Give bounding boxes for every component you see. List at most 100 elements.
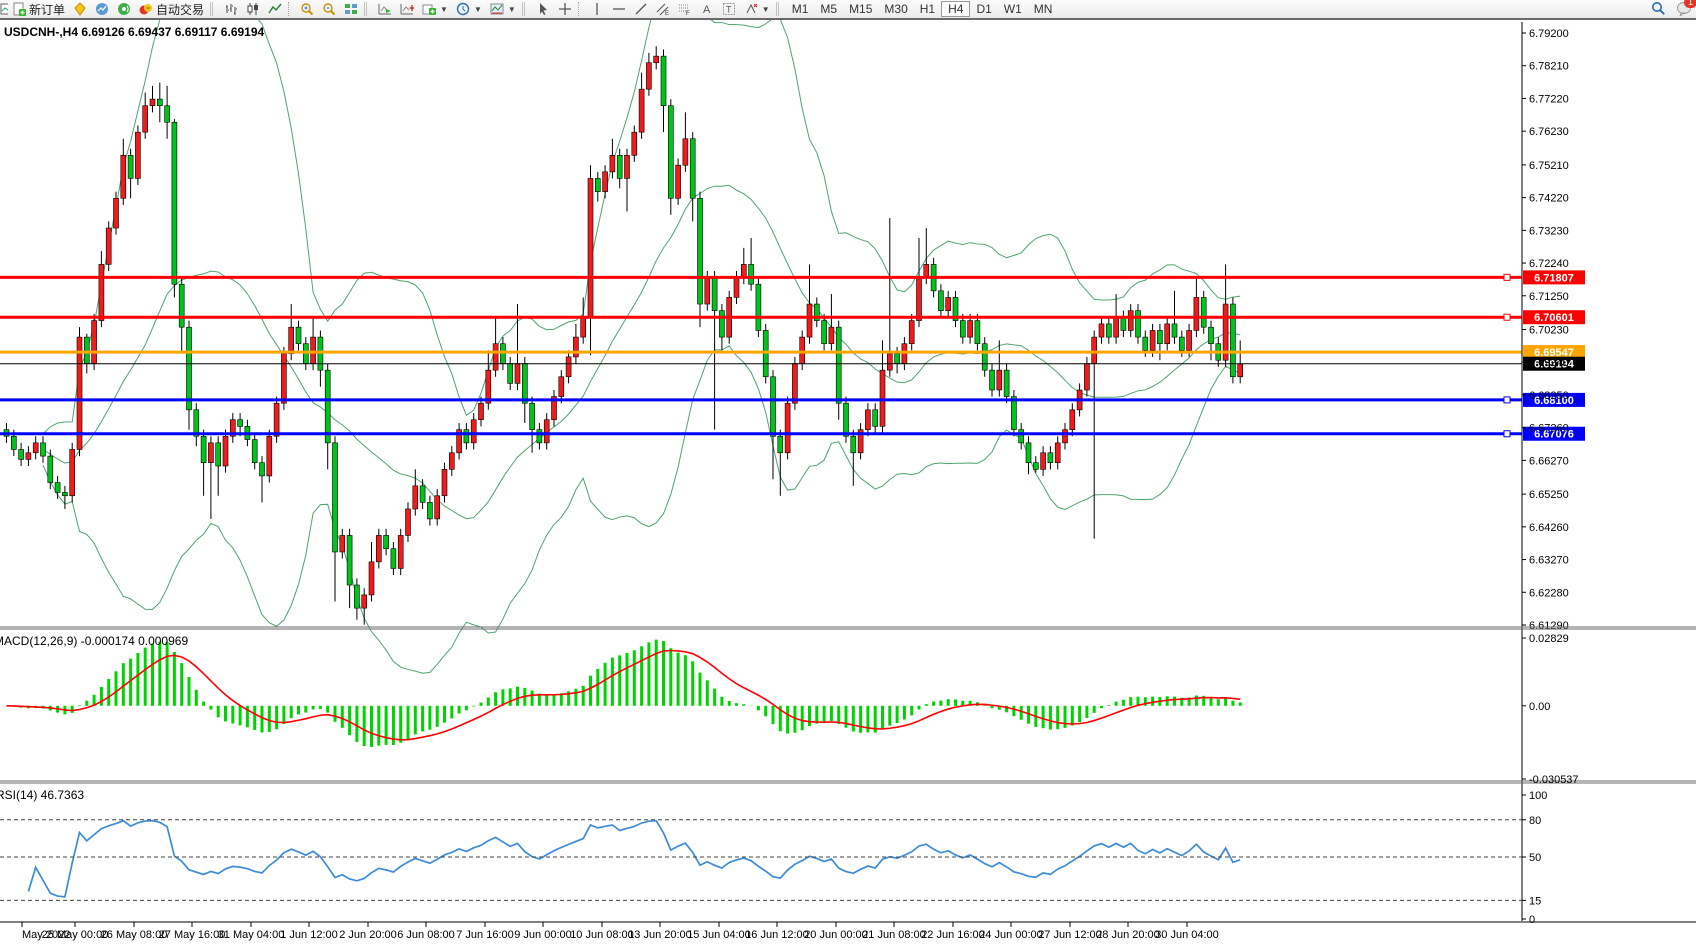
zoom-out-icon <box>322 2 336 16</box>
svg-text:6.73230: 6.73230 <box>1529 225 1569 237</box>
dropdown-caret-icon: ▼ <box>507 4 516 14</box>
bar-chart-button[interactable] <box>220 1 242 17</box>
svg-text:0: 0 <box>1529 914 1535 926</box>
line-handle[interactable] <box>1503 273 1511 281</box>
candlestick-button[interactable] <box>242 1 264 17</box>
svg-text:25 May 00:00: 25 May 00:00 <box>42 929 109 941</box>
trendline-tool-button[interactable] <box>630 1 652 17</box>
notification-badge: 1 <box>1684 0 1696 8</box>
notifications-icon[interactable]: 1 <box>1676 0 1696 18</box>
line-chart-button[interactable] <box>264 1 286 17</box>
tile-windows-icon <box>344 2 358 16</box>
equidistant-channel-tool-button[interactable]: E <box>652 1 674 17</box>
crosshair-tool-button[interactable] <box>554 1 576 17</box>
timeframe-m15[interactable]: M15 <box>849 2 873 16</box>
market-icon <box>73 2 87 16</box>
text-label-tool-button[interactable]: T <box>718 1 740 17</box>
new-order-button[interactable]: 新订单 <box>8 1 69 17</box>
new-order-icon <box>12 2 26 16</box>
community-button[interactable] <box>91 1 113 17</box>
svg-text:10 Jun 08:00: 10 Jun 08:00 <box>570 929 634 941</box>
timeframe-d1[interactable]: D1 <box>976 2 992 16</box>
text-tool-button[interactable]: A <box>696 1 718 17</box>
signals-icon <box>117 2 131 16</box>
market-button[interactable] <box>69 1 91 17</box>
svg-text:6.70230: 6.70230 <box>1529 324 1569 336</box>
search-icon[interactable] <box>1651 1 1666 16</box>
timeframe-m30[interactable]: M30 <box>884 2 908 16</box>
auto-scroll-icon <box>378 2 392 16</box>
auto-scroll-button[interactable] <box>374 1 396 17</box>
timeframe-m5[interactable]: M5 <box>820 2 838 16</box>
zoom-out-button[interactable] <box>318 1 340 17</box>
bar-chart-icon <box>224 2 238 16</box>
line-handle[interactable] <box>1503 396 1511 404</box>
svg-text:6.69547: 6.69547 <box>1534 347 1574 359</box>
vertical-line-tool-button[interactable] <box>586 1 608 17</box>
indicators-button[interactable]: ▼ <box>418 1 452 17</box>
svg-text:30 Jun 04:00: 30 Jun 04:00 <box>1155 929 1219 941</box>
timeframe-h1[interactable]: H1 <box>919 2 936 16</box>
svg-text:6.65250: 6.65250 <box>1529 489 1569 501</box>
periods-button[interactable]: ▼ <box>452 1 486 17</box>
autotrading-button[interactable]: 自动交易 <box>135 1 208 17</box>
svg-text:9 Jun 00:00: 9 Jun 00:00 <box>514 929 572 941</box>
svg-text:6.68100: 6.68100 <box>1534 395 1574 407</box>
toolbar-separator <box>577 2 584 16</box>
svg-text:A: A <box>703 4 711 16</box>
toolbar-separator <box>521 2 530 16</box>
signals-button[interactable] <box>113 1 135 17</box>
svg-text:6.77220: 6.77220 <box>1529 93 1569 105</box>
svg-text:6.72240: 6.72240 <box>1529 258 1569 270</box>
svg-text:27 Jun 12:00: 27 Jun 12:00 <box>1038 929 1102 941</box>
svg-text:6.64260: 6.64260 <box>1529 522 1569 534</box>
price-axis: 6.79200 6.78210 6.77220 6.76230 6.75210 6.742… <box>1521 22 1569 921</box>
svg-text:-0.030537: -0.030537 <box>1529 774 1579 786</box>
svg-text:6.67076: 6.67076 <box>1534 429 1574 441</box>
svg-text:7 Jun 16:00: 7 Jun 16:00 <box>456 929 514 941</box>
main-toolbar: 新订单 自动交易 <box>0 0 1696 19</box>
trendline-icon <box>634 2 648 16</box>
vertical-line-icon <box>590 2 604 16</box>
candlestick-icon <box>246 2 260 16</box>
dropdown-caret-icon: ▼ <box>761 4 770 14</box>
svg-text:80: 80 <box>1529 815 1541 827</box>
arrows-tool-button[interactable]: ▼ <box>740 1 774 17</box>
timeframe-m1[interactable]: M1 <box>791 2 809 16</box>
autotrading-label: 自动交易 <box>156 2 205 17</box>
text-icon: A <box>700 2 714 16</box>
cursor-icon <box>536 2 550 16</box>
svg-text:6.71250: 6.71250 <box>1529 291 1569 303</box>
svg-text:6.71807: 6.71807 <box>1534 272 1574 284</box>
svg-text:26 May 08:00: 26 May 08:00 <box>101 929 168 941</box>
timeframe-h4[interactable]: H4 <box>941 1 971 17</box>
svg-text:6.76230: 6.76230 <box>1529 126 1569 138</box>
svg-text:24 Jun 00:00: 24 Jun 00:00 <box>979 929 1043 941</box>
horizontal-line-tool-button[interactable] <box>608 1 630 17</box>
svg-text:6.69240: 6.69240 <box>1529 357 1569 369</box>
svg-text:6.61290: 6.61290 <box>1529 620 1569 632</box>
timeframe-w1[interactable]: W1 <box>1003 2 1022 16</box>
fibonacci-tool-button[interactable]: F <box>674 1 696 17</box>
svg-text:6 Jun 08:00: 6 Jun 08:00 <box>397 929 455 941</box>
zoom-in-button[interactable] <box>296 1 318 17</box>
svg-text:6.69194: 6.69194 <box>1534 359 1575 371</box>
svg-text:22 Jun 16:00: 22 Jun 16:00 <box>921 929 985 941</box>
equidistant-channel-icon: E <box>656 2 670 17</box>
timeframe-mn[interactable]: MN <box>1033 2 1053 16</box>
cursor-tool-button[interactable] <box>532 1 554 17</box>
line-handle[interactable] <box>1503 430 1511 438</box>
line-handle[interactable] <box>1503 313 1511 321</box>
toolbar-separator <box>210 2 218 16</box>
community-icon <box>95 2 109 16</box>
chart-window-icon[interactable] <box>0 2 8 16</box>
tile-windows-button[interactable] <box>340 1 362 17</box>
chart-shift-button[interactable] <box>396 1 418 17</box>
horizontal-line-icon <box>612 2 626 16</box>
templates-button[interactable]: ▼ <box>486 1 520 17</box>
line-chart-icon <box>268 2 282 16</box>
